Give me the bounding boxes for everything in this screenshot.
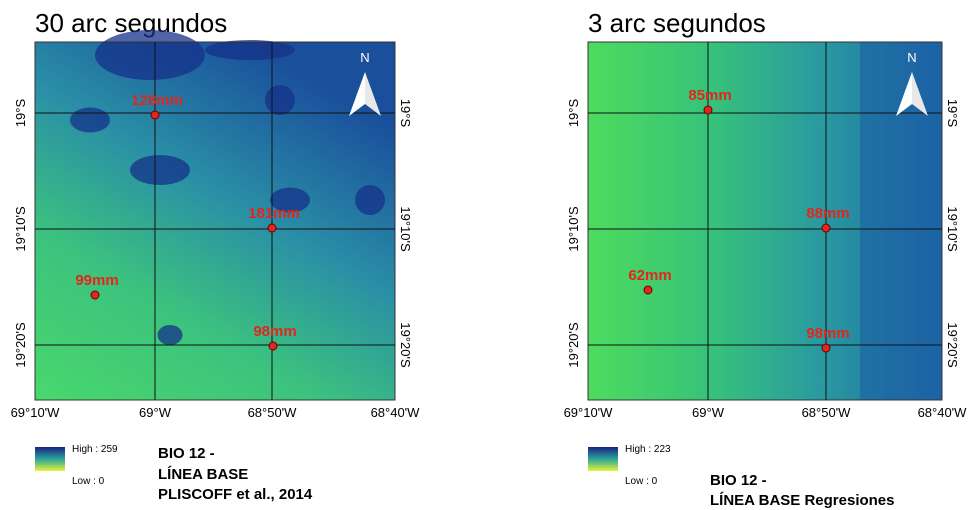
station-point bbox=[267, 223, 277, 233]
raster-shade bbox=[860, 42, 942, 400]
lat-label: 19°S bbox=[398, 99, 413, 128]
raster-patch bbox=[270, 187, 310, 213]
raster-patch bbox=[265, 85, 295, 115]
legend-high: High : 223 bbox=[625, 444, 671, 455]
station-label: 99mm bbox=[75, 272, 118, 289]
legend-low: Low : 0 bbox=[72, 476, 105, 487]
station-point bbox=[821, 223, 831, 233]
station-point bbox=[821, 343, 831, 353]
station-label: 128mm bbox=[131, 92, 183, 109]
raster-patch bbox=[205, 40, 295, 60]
station-label: 85mm bbox=[688, 87, 731, 104]
station-label: 181mm bbox=[248, 205, 300, 222]
station-point bbox=[150, 110, 160, 120]
station-label: 98mm bbox=[806, 325, 849, 342]
map-panel: 3 arc segundos N 19°S 19°S 19°10'S 19°10'S 19°… bbox=[564, 8, 968, 509]
lon-label: 69°10'W bbox=[11, 405, 61, 420]
lon-label: 69°10'W bbox=[564, 405, 614, 420]
legend-high: High : 259 bbox=[72, 444, 118, 455]
lat-label: 19°S bbox=[566, 99, 581, 128]
caption-line: LÍNEA BASE Regresiones bbox=[710, 492, 895, 509]
lat-label: 19°10'S bbox=[13, 206, 28, 252]
lat-label: 19°20'S bbox=[566, 322, 581, 368]
station-point bbox=[268, 341, 278, 351]
lat-label: 19°10'S bbox=[945, 206, 960, 252]
lat-label: 19°S bbox=[13, 99, 28, 128]
map-frame bbox=[587, 41, 943, 401]
lat-label: 19°20'S bbox=[945, 322, 960, 368]
legend-ramp bbox=[35, 447, 65, 471]
lat-label: 19°10'S bbox=[566, 206, 581, 252]
station-point bbox=[90, 290, 100, 300]
lon-label: 69°W bbox=[139, 405, 172, 420]
station-point bbox=[643, 285, 653, 295]
station-label: 62mm bbox=[628, 267, 671, 284]
legend-ramp bbox=[588, 447, 618, 471]
north-arrow bbox=[896, 72, 912, 116]
station-label: 98mm bbox=[253, 323, 296, 340]
north-arrow bbox=[365, 72, 381, 116]
lat-label: 19°20'S bbox=[13, 322, 28, 368]
caption-line: LÍNEA BASE bbox=[158, 466, 248, 483]
caption-line: BIO 12 - bbox=[710, 472, 767, 489]
caption-line: PLISCOFF et al., 2014 bbox=[158, 486, 313, 503]
raster bbox=[35, 42, 395, 400]
map-frame bbox=[34, 41, 396, 401]
north-label: N bbox=[360, 50, 369, 65]
lon-label: 68°40'W bbox=[371, 405, 421, 420]
lon-label: 69°W bbox=[692, 405, 725, 420]
north-arrow bbox=[912, 72, 928, 116]
lon-label: 68°50'W bbox=[248, 405, 298, 420]
lon-label: 68°40'W bbox=[918, 405, 968, 420]
station-label: 88mm bbox=[806, 205, 849, 222]
raster-patch bbox=[130, 155, 190, 185]
map-title: 3 arc segundos bbox=[588, 8, 766, 38]
north-arrow bbox=[349, 72, 365, 116]
raster-patch bbox=[70, 107, 110, 133]
lat-label: 19°S bbox=[945, 99, 960, 128]
station-point bbox=[703, 105, 713, 115]
lon-label: 68°50'W bbox=[802, 405, 852, 420]
caption-line: BIO 12 - bbox=[158, 445, 215, 462]
lat-label: 19°10'S bbox=[398, 206, 413, 252]
legend-low: Low : 0 bbox=[625, 476, 658, 487]
north-label: N bbox=[907, 50, 916, 65]
raster-patch bbox=[355, 185, 385, 215]
lat-label: 19°20'S bbox=[398, 322, 413, 368]
raster-patch bbox=[157, 325, 183, 345]
raster-patch bbox=[95, 30, 205, 80]
